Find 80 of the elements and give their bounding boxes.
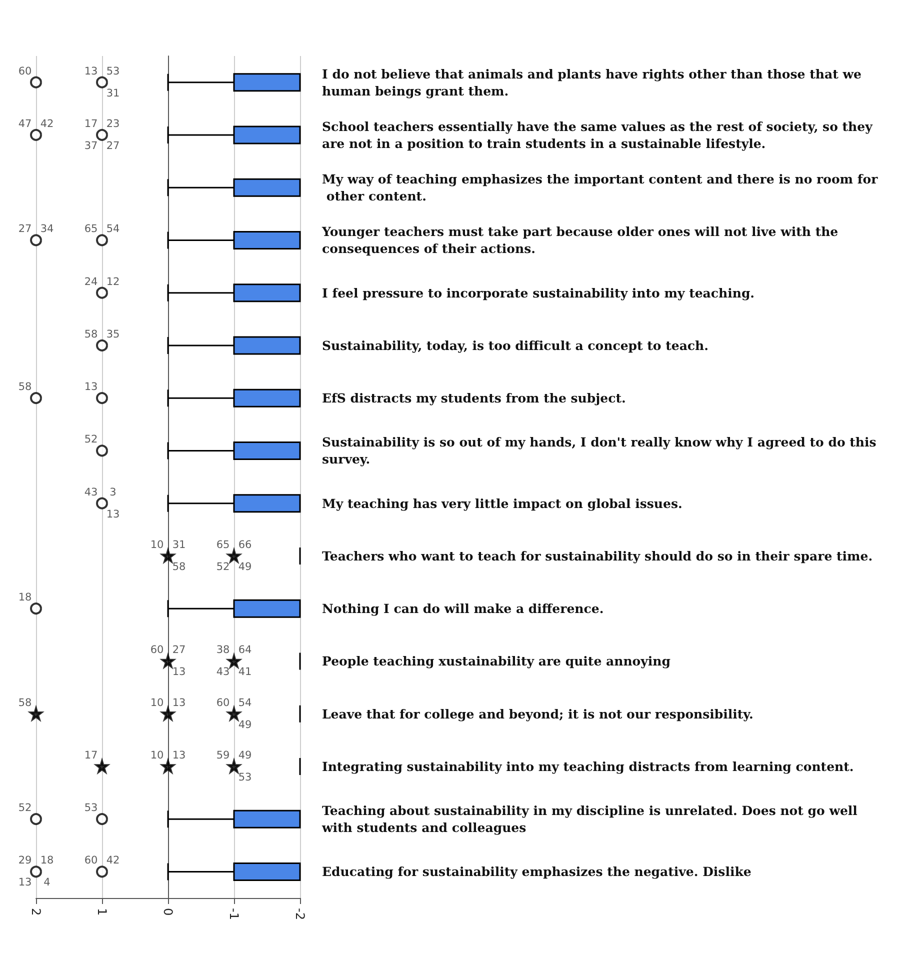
annotation: 13: [84, 65, 98, 78]
annotation: 12: [106, 276, 120, 288]
annotation: 60: [84, 854, 98, 867]
y-tick-label: I feel pressure to incorporate sustainability into my teaching.: [322, 285, 755, 300]
annotation: 31: [106, 87, 120, 100]
y-tick-label: Nothing I can do will make a difference.: [322, 601, 604, 616]
y-tick-label: Younger teachers must take part because older ones will not live with the consequences of their actions.: [321, 224, 842, 256]
annotation: 53: [84, 802, 98, 814]
annotation: 52: [84, 434, 98, 446]
annotation: 17: [84, 118, 98, 130]
annotation: 13: [84, 381, 98, 394]
annotation: 24: [84, 276, 98, 288]
y-tick-label: Integrating sustainability into my teaching distracts from learning content.: [322, 758, 854, 774]
annotation: 53: [106, 65, 120, 78]
y-tick-label: People teaching xustainability are quite annoying: [322, 654, 671, 669]
y-tick-label: I do not believe that animals and plants have rights other than those that we human beings grant them.: [322, 66, 866, 98]
annotation: 49: [238, 560, 252, 573]
annotation: 58: [18, 381, 32, 394]
annotation: 13: [18, 876, 32, 889]
annotation: 60: [150, 644, 164, 656]
y-tick-label: Teachers who want to teach for sustainability should do so in their spare time.: [322, 548, 873, 564]
annotation: 18: [18, 592, 32, 604]
annotation: 65: [216, 538, 230, 551]
annotation: 60: [18, 65, 32, 78]
annotation: 10: [150, 538, 164, 551]
annotation: 52: [216, 560, 230, 573]
annotation: 13: [172, 696, 186, 709]
annotation: 49: [238, 749, 252, 762]
annotation: 54: [106, 223, 120, 236]
annotation: 65: [84, 223, 98, 236]
x-tick-label: 1: [95, 908, 109, 916]
y-tick-label: EfS distracts my students from the subject.: [322, 390, 626, 406]
annotation: 59: [216, 749, 230, 762]
annotation: 10: [150, 749, 164, 762]
y-tick-label: My teaching has very little impact on global issues.: [322, 496, 682, 511]
annotation: 52: [18, 802, 32, 814]
annotation: 53: [238, 771, 252, 784]
annotation: 18: [40, 854, 54, 867]
annotation: 13: [172, 666, 186, 678]
annotation: 17: [84, 749, 98, 762]
annotation: 34: [40, 223, 54, 236]
annotation: 10: [150, 696, 164, 709]
annotation: 27: [172, 644, 186, 656]
annotation: 47: [18, 118, 32, 130]
annotation: 58: [18, 696, 32, 709]
y-tick-label: Sustainability, today, is too difficult a concept to teach.: [322, 338, 708, 353]
annotation: 13: [106, 508, 120, 520]
x-tick-label: -2: [293, 908, 307, 920]
annotation: 3: [110, 486, 116, 498]
annotation: 66: [238, 538, 252, 551]
annotation: 35: [106, 328, 120, 340]
annotation: 49: [238, 718, 252, 731]
annotation: 41: [238, 666, 252, 678]
annotation: 58: [172, 560, 186, 573]
annotation: 43: [84, 486, 98, 498]
y-tick-label: School teachers essentially have the same values as the rest of society, so they are not in a position to train students in a sustainable lifestyle.: [322, 118, 877, 151]
y-tick-label: Educating for sustainability emphasizes the negative. Dislike: [322, 864, 752, 880]
x-tick-label: 2: [29, 908, 43, 916]
y-tick-label: Leave that for college and beyond; it is not our responsibility.: [322, 706, 754, 722]
annotation: 43: [216, 666, 230, 678]
annotation: 42: [40, 118, 54, 130]
annotation: 58: [84, 328, 98, 340]
y-tick-label: Sustainability is so out of my hands, I don't really know why I agreed to do this survey.: [322, 434, 881, 467]
annotation: 37: [84, 140, 98, 152]
annotation: 23: [106, 118, 120, 130]
annotation: 38: [216, 644, 230, 656]
annotation: 27: [106, 140, 120, 152]
x-tick-label: 0: [161, 908, 175, 916]
annotation: 27: [18, 223, 32, 236]
annotation: 54: [238, 696, 252, 709]
x-tick-label: -1: [227, 908, 241, 920]
annotation: 29: [18, 854, 32, 867]
y-tick-label: My way of teaching emphasizes the important content and there is no room for other content.: [322, 172, 878, 204]
annotation: 4: [44, 876, 51, 889]
annotation: 64: [238, 644, 252, 656]
y-tick-label: Teaching about sustainability in my discipline is unrelated. Does not go well with students and colleagues: [321, 803, 862, 836]
annotation: 60: [216, 696, 230, 709]
annotation: 13: [172, 749, 186, 762]
annotation: 42: [106, 854, 120, 867]
annotation: 31: [172, 538, 186, 551]
